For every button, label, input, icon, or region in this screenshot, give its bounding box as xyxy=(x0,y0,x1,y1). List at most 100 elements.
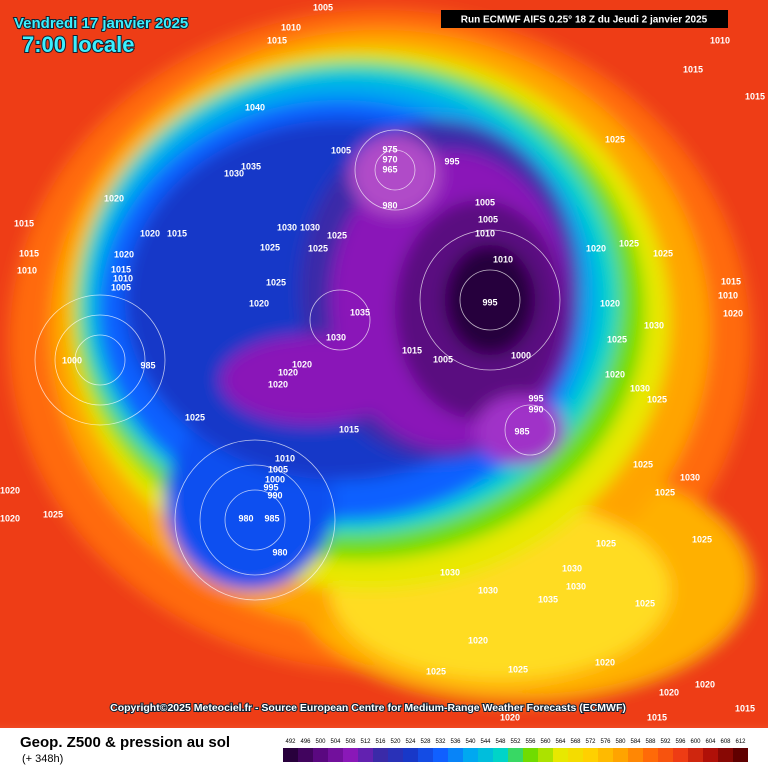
scale-swatch xyxy=(718,748,733,762)
isobar-label: 1015 xyxy=(19,248,39,258)
scale-swatch xyxy=(538,748,553,762)
footer-lead: (+ 348h) xyxy=(22,753,63,765)
isobar-label: 1025 xyxy=(508,664,528,674)
isobar-label: 1010 xyxy=(493,254,513,264)
scale-swatch xyxy=(418,748,433,762)
isobar-label: 985 xyxy=(264,513,279,523)
isobar-label: 1020 xyxy=(468,635,488,645)
scale-swatch xyxy=(688,748,703,762)
isobar-label: 1035 xyxy=(350,307,370,317)
isobar-label: 1025 xyxy=(266,277,286,287)
isobar-label: 1020 xyxy=(695,679,715,689)
scale-label: 496 xyxy=(300,739,311,745)
isobar-label: 1025 xyxy=(619,238,639,248)
scale-label: 492 xyxy=(285,739,296,745)
scale-swatch xyxy=(598,748,613,762)
isobar-label: 1030 xyxy=(630,383,650,393)
scale-swatch xyxy=(388,748,403,762)
scale-label: 500 xyxy=(315,739,326,745)
isobar-label: 1020 xyxy=(723,308,743,318)
scale-label: 608 xyxy=(720,739,731,745)
isobar-label: 1020 xyxy=(114,249,134,259)
isobar-label: 1030 xyxy=(326,332,346,342)
scale-swatch xyxy=(343,748,358,762)
isobar-label: 1020 xyxy=(249,298,269,308)
isobar-label: 1020 xyxy=(605,369,625,379)
isobar-label: 1025 xyxy=(185,412,205,422)
isobar-label: 1025 xyxy=(647,394,667,404)
scale-swatch xyxy=(643,748,658,762)
isobar-label: 1000 xyxy=(511,350,531,360)
isobar-label: 1005 xyxy=(313,2,333,12)
isobar-label: 995 xyxy=(528,393,543,403)
scale-label: 592 xyxy=(660,739,671,745)
scale-swatch xyxy=(583,748,598,762)
geopotential-field xyxy=(0,0,768,740)
scale-swatch xyxy=(628,748,643,762)
isobar-label: 1005 xyxy=(268,464,288,474)
scale-label: 524 xyxy=(405,739,416,745)
scale-label: 536 xyxy=(450,739,461,745)
scale-label: 532 xyxy=(435,739,446,745)
isobar-label: 1020 xyxy=(140,228,160,238)
scale-label: 580 xyxy=(615,739,626,745)
forecast-date: Vendredi 17 janvier 2025 xyxy=(14,15,188,32)
scale-label: 512 xyxy=(360,739,371,745)
isobar-label: 1005 xyxy=(478,214,498,224)
isobar-label: 1035 xyxy=(538,594,558,604)
scale-label: 540 xyxy=(465,739,476,745)
scale-label: 588 xyxy=(645,739,656,745)
scale-swatch xyxy=(448,748,463,762)
scale-swatch xyxy=(493,748,508,762)
isobar-label: 1015 xyxy=(14,218,34,228)
scale-label: 584 xyxy=(630,739,641,745)
isobar-label: 1010 xyxy=(113,273,133,283)
copyright: Copyright©2025 Meteociel.fr - Source Eur… xyxy=(110,702,626,714)
isobar-label: 1025 xyxy=(633,459,653,469)
scale-label: 504 xyxy=(330,739,341,745)
isobar-label: 1030 xyxy=(300,222,320,232)
scale-swatch xyxy=(403,748,418,762)
isobar-label: 1025 xyxy=(653,248,673,258)
isobar-label: 995 xyxy=(482,297,497,307)
color-scale: 492 496 500 504 508 512 516 520 524 528 532 536 540 5… xyxy=(283,739,748,762)
footer-title: Geop. Z500 & pression au sol xyxy=(20,734,230,751)
scale-swatch xyxy=(463,748,478,762)
isobar-label: 990 xyxy=(267,490,282,500)
isobar-label: 1020 xyxy=(595,657,615,667)
isobar-label: 1025 xyxy=(308,243,328,253)
isobar-label: 1020 xyxy=(659,687,679,697)
isobar-label: 1015 xyxy=(111,264,131,274)
isobar-label: 1025 xyxy=(426,666,446,676)
isobar-label: 1020 xyxy=(292,359,312,369)
isobar-label: 1010 xyxy=(718,290,738,300)
isobar-label: 1035 xyxy=(241,161,261,171)
isobar-label: 1025 xyxy=(327,230,347,240)
scale-label: 612 xyxy=(735,739,746,745)
scale-swatch xyxy=(358,748,373,762)
isobar-label: 1030 xyxy=(478,585,498,595)
scale-swatch xyxy=(328,748,343,762)
isobar-label: 1010 xyxy=(275,453,295,463)
isobar-label: 980 xyxy=(238,513,253,523)
isobar-label: 985 xyxy=(514,426,529,436)
run-info: Run ECMWF AIFS 0.25° 18 Z du Jeudi 2 jan… xyxy=(461,15,708,26)
scale-swatch xyxy=(508,748,523,762)
isobar-label: 995 xyxy=(444,156,459,166)
scale-swatch xyxy=(703,748,718,762)
isobar-label: 1020 xyxy=(0,485,20,495)
isobar-label: 1040 xyxy=(245,102,265,112)
isobar-label: 1030 xyxy=(680,472,700,482)
isobar-label: 1025 xyxy=(260,242,280,252)
forecast-time: 7:00 locale xyxy=(22,32,135,57)
scale-swatch xyxy=(373,748,388,762)
isobar-label: 1020 xyxy=(600,298,620,308)
scale-swatch xyxy=(433,748,448,762)
isobar-label: 1025 xyxy=(43,509,63,519)
isobar-label: 1000 xyxy=(62,355,82,365)
isobar-label: 1015 xyxy=(339,424,359,434)
scale-swatch xyxy=(298,748,313,762)
isobar-label: 1020 xyxy=(278,367,298,377)
isobar-label: 1010 xyxy=(475,228,495,238)
isobar-label: 1010 xyxy=(281,22,301,32)
